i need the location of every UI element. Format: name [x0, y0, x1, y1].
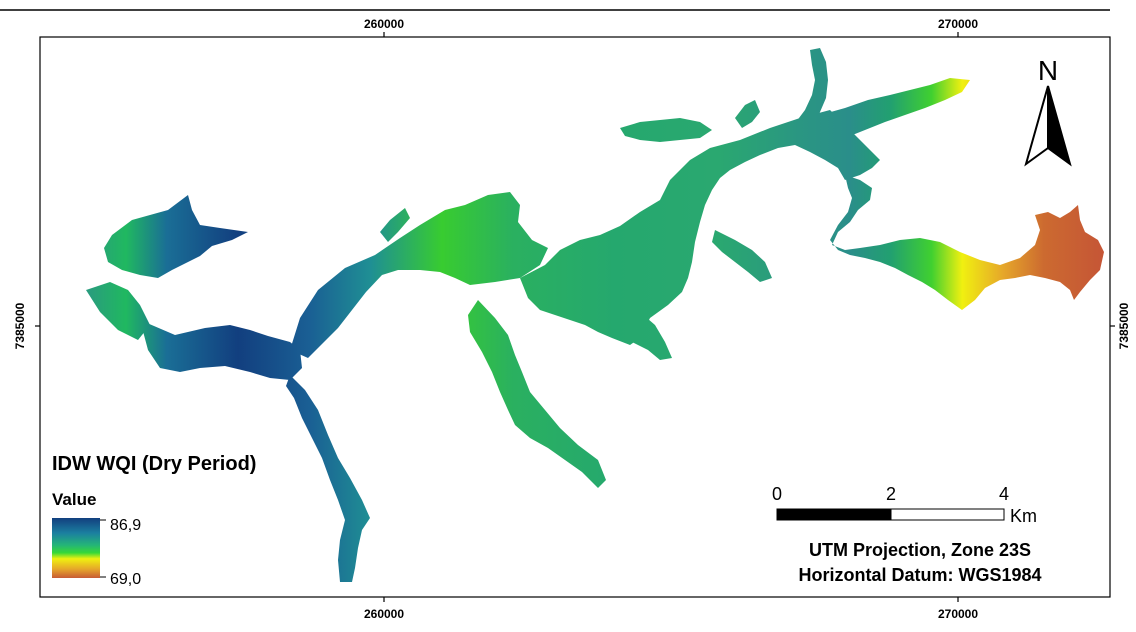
legend: IDW WQI (Dry Period) Value 86,9 69,0 — [52, 453, 256, 588]
scale-tick-0: 0 — [772, 484, 782, 504]
north-arrow-icon: N — [1024, 55, 1072, 167]
projection-line-2: Horizontal Datum: WGS1984 — [798, 565, 1041, 585]
y-right-label: 7385000 — [1117, 302, 1131, 349]
x-top-label-2: 270000 — [938, 17, 978, 31]
axis-ticks — [35, 32, 1115, 602]
scale-bar: 0 2 4 Km — [772, 484, 1037, 526]
legend-subtitle: Value — [52, 490, 96, 509]
x-top-label-1: 260000 — [364, 17, 404, 31]
projection-line-1: UTM Projection, Zone 23S — [809, 540, 1031, 560]
y-left-label: 7385000 — [13, 302, 27, 349]
legend-min-label: 69,0 — [110, 571, 141, 588]
legend-color-ramp — [52, 518, 100, 578]
x-bottom-label-1: 260000 — [364, 607, 404, 621]
scale-unit: Km — [1010, 506, 1037, 526]
north-arrow-letter: N — [1038, 55, 1058, 86]
reservoir-raster — [86, 48, 1104, 582]
x-bottom-label-2: 270000 — [938, 607, 978, 621]
legend-max-label: 86,9 — [110, 517, 141, 534]
scale-tick-2: 2 — [886, 484, 896, 504]
scale-tick-4: 4 — [999, 484, 1009, 504]
legend-title: IDW WQI (Dry Period) — [52, 453, 256, 475]
